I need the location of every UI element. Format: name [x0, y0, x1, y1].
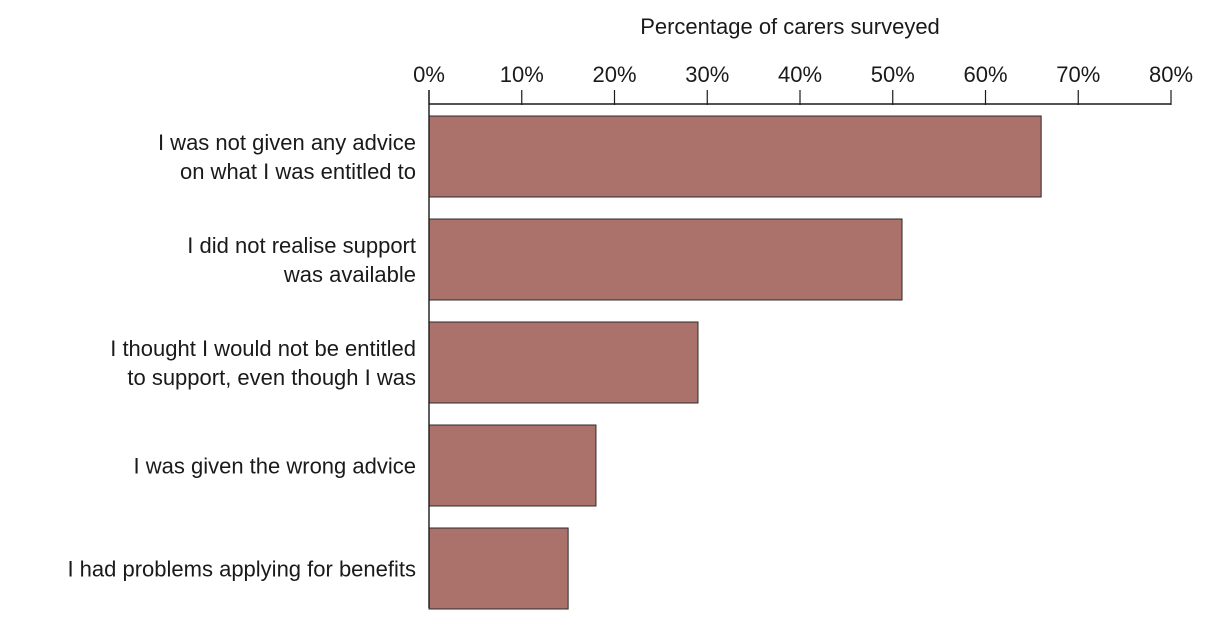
category-label: I thought I would not be entitled: [110, 336, 416, 361]
x-tick-label: 70%: [1056, 62, 1100, 87]
x-tick-label: 80%: [1149, 62, 1193, 87]
bars: [428, 115, 1042, 610]
axes: [428, 90, 1171, 608]
x-tick-label: 60%: [963, 62, 1007, 87]
category-label: to support, even though I was: [127, 365, 416, 390]
category-label: I did not realise support: [187, 233, 416, 258]
x-axis-title: Percentage of carers surveyed: [640, 14, 940, 39]
x-tick-label: 0%: [413, 62, 445, 87]
category-labels: I was not given any advice on what I was …: [67, 130, 416, 582]
x-tick-label: 30%: [685, 62, 729, 87]
category-label: I was not given any advice: [158, 130, 416, 155]
bar: [428, 115, 1042, 198]
x-tick-label: 50%: [871, 62, 915, 87]
category-label: was available: [283, 262, 416, 287]
bar: [428, 527, 569, 610]
x-tick-label: 10%: [500, 62, 544, 87]
bar: [428, 424, 597, 507]
bar: [428, 218, 903, 301]
x-tick-label: 20%: [592, 62, 636, 87]
bar: [428, 321, 699, 404]
category-label: I was given the wrong advice: [134, 454, 417, 479]
category-label: I had problems applying for benefits: [67, 557, 416, 582]
x-tick-label: 40%: [778, 62, 822, 87]
x-axis-ticks: 0% 10% 20% 30% 40% 50% 60% 70% 80%: [413, 62, 1193, 105]
category-label: on what I was entitled to: [180, 159, 416, 184]
